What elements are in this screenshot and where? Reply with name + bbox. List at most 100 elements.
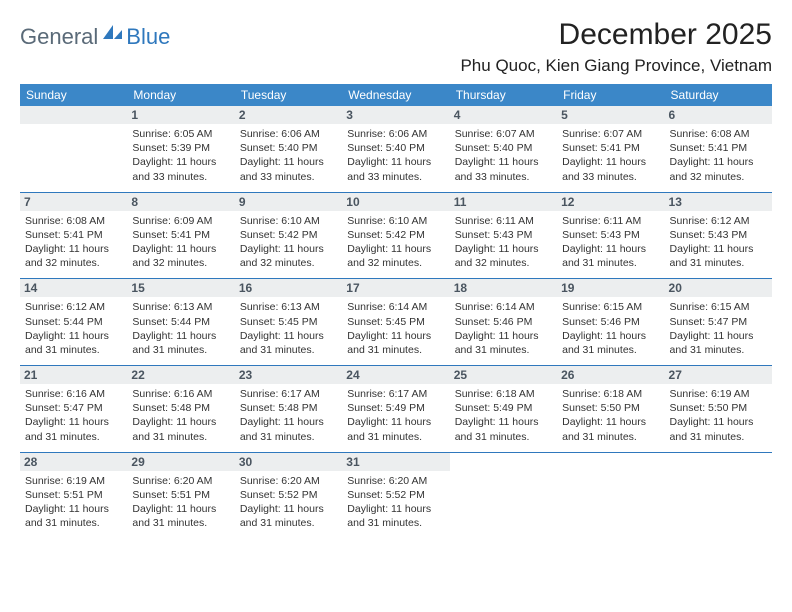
- week-row: 7Sunrise: 6:08 AMSunset: 5:41 PMDaylight…: [20, 192, 772, 279]
- day-info: Sunrise: 6:10 AMSunset: 5:42 PMDaylight:…: [240, 214, 337, 271]
- day-number: 8: [127, 193, 234, 211]
- daylight-text2: and 31 minutes.: [25, 516, 122, 530]
- day-info: Sunrise: 6:19 AMSunset: 5:51 PMDaylight:…: [25, 474, 122, 531]
- day-number: 13: [665, 193, 772, 211]
- day-cell: 23 Sunrise: 6:17 AMSunset: 5:48 PMDayligh…: [235, 366, 342, 453]
- day-cell: 25Sunrise: 6:18 AMSunset: 5:49 PMDayligh…: [450, 366, 557, 453]
- day-info: Sunrise: 6:13 AMSunset: 5:45 PMDaylight:…: [240, 300, 337, 357]
- sunset-text: Sunset: 5:43 PM: [562, 228, 659, 242]
- day-cell: 8Sunrise: 6:09 AMSunset: 5:41 PMDaylight…: [127, 192, 234, 279]
- sunset-text: Sunset: 5:50 PM: [670, 401, 767, 415]
- sunset-text: Sunset: 5:51 PM: [25, 488, 122, 502]
- day-number: 3: [342, 106, 449, 124]
- sunrise-text: Sunrise: 6:06 AM: [347, 127, 444, 141]
- daylight-text1: Daylight: 11 hours: [240, 329, 337, 343]
- day-number: 14: [20, 279, 127, 297]
- col-sunday: Sunday: [20, 84, 127, 106]
- daylight-text2: and 31 minutes.: [25, 343, 122, 357]
- sunset-text: Sunset: 5:39 PM: [132, 141, 229, 155]
- day-info: Sunrise: 6:19 AMSunset: 5:50 PMDaylight:…: [670, 387, 767, 444]
- day-cell: 10Sunrise: 6:10 AMSunset: 5:42 PMDayligh…: [342, 192, 449, 279]
- sunrise-text: Sunrise: 6:13 AM: [132, 300, 229, 314]
- daylight-text2: and 32 minutes.: [670, 170, 767, 184]
- day-number: 15: [127, 279, 234, 297]
- daylight-text2: and 31 minutes.: [562, 256, 659, 270]
- sunrise-text: Sunrise: 6:15 AM: [670, 300, 767, 314]
- day-number: 22: [127, 366, 234, 384]
- daylight-text1: Daylight: 11 hours: [240, 242, 337, 256]
- sunrise-text: Sunrise: 6:07 AM: [455, 127, 552, 141]
- daylight-text2: and 31 minutes.: [240, 343, 337, 357]
- day-number: 1: [127, 106, 234, 124]
- sunset-text: Sunset: 5:52 PM: [240, 488, 337, 502]
- sunrise-text: Sunrise: 6:18 AM: [455, 387, 552, 401]
- day-info: Sunrise: 6:20 AMSunset: 5:52 PMDaylight:…: [240, 474, 337, 531]
- sunrise-text: Sunrise: 6:17 AM: [347, 387, 444, 401]
- sunset-text: Sunset: 5:41 PM: [562, 141, 659, 155]
- day-number: 5: [557, 106, 664, 124]
- daylight-text2: and 31 minutes.: [670, 343, 767, 357]
- daylight-text1: Daylight: 11 hours: [25, 329, 122, 343]
- day-number: 20: [665, 279, 772, 297]
- sunset-text: Sunset: 5:40 PM: [455, 141, 552, 155]
- day-number: 19: [557, 279, 664, 297]
- logo-text-general: General: [20, 24, 98, 50]
- day-number: 23: [235, 366, 342, 384]
- day-number: 26: [557, 366, 664, 384]
- sunset-text: Sunset: 5:52 PM: [347, 488, 444, 502]
- sunrise-text: Sunrise: 6:17 AM: [240, 387, 337, 401]
- day-number: [450, 453, 557, 471]
- day-cell: 22 Sunrise: 6:16 AMSunset: 5:48 PMDayligh…: [127, 366, 234, 453]
- daylight-text1: Daylight: 11 hours: [132, 415, 229, 429]
- sunrise-text: Sunrise: 6:20 AM: [347, 474, 444, 488]
- col-monday: Monday: [127, 84, 234, 106]
- logo-text-blue: Blue: [126, 24, 170, 50]
- sunrise-text: Sunrise: 6:14 AM: [347, 300, 444, 314]
- daylight-text1: Daylight: 11 hours: [347, 415, 444, 429]
- sunrise-text: Sunrise: 6:09 AM: [132, 214, 229, 228]
- sunrise-text: Sunrise: 6:10 AM: [240, 214, 337, 228]
- daylight-text1: Daylight: 11 hours: [670, 415, 767, 429]
- sunrise-text: Sunrise: 6:13 AM: [240, 300, 337, 314]
- title-block: December 2025 Phu Quoc, Kien Giang Provi…: [460, 18, 772, 76]
- sunrise-text: Sunrise: 6:14 AM: [455, 300, 552, 314]
- daylight-text2: and 31 minutes.: [132, 430, 229, 444]
- daylight-text1: Daylight: 11 hours: [240, 415, 337, 429]
- day-cell: [665, 452, 772, 538]
- daylight-text1: Daylight: 11 hours: [562, 415, 659, 429]
- day-number: 12: [557, 193, 664, 211]
- sunrise-text: Sunrise: 6:20 AM: [132, 474, 229, 488]
- day-number: [665, 453, 772, 471]
- daylight-text2: and 32 minutes.: [240, 256, 337, 270]
- day-cell: 9Sunrise: 6:10 AMSunset: 5:42 PMDaylight…: [235, 192, 342, 279]
- day-number: 10: [342, 193, 449, 211]
- day-info: Sunrise: 6:20 AMSunset: 5:51 PMDaylight:…: [132, 474, 229, 531]
- sunset-text: Sunset: 5:48 PM: [240, 401, 337, 415]
- sunset-text: Sunset: 5:49 PM: [455, 401, 552, 415]
- day-number: [20, 106, 127, 124]
- col-tuesday: Tuesday: [235, 84, 342, 106]
- day-cell: 3Sunrise: 6:06 AMSunset: 5:40 PMDaylight…: [342, 106, 449, 192]
- day-number: 27: [665, 366, 772, 384]
- day-cell: 12Sunrise: 6:11 AMSunset: 5:43 PMDayligh…: [557, 192, 664, 279]
- daylight-text2: and 31 minutes.: [347, 516, 444, 530]
- daylight-text2: and 31 minutes.: [347, 430, 444, 444]
- sunrise-text: Sunrise: 6:06 AM: [240, 127, 337, 141]
- sunrise-text: Sunrise: 6:11 AM: [562, 214, 659, 228]
- day-info: Sunrise: 6:17 AMSunset: 5:49 PMDaylight:…: [347, 387, 444, 444]
- daylight-text1: Daylight: 11 hours: [347, 502, 444, 516]
- day-info: Sunrise: 6:16 AMSunset: 5:48 PMDaylight:…: [132, 387, 229, 444]
- col-wednesday: Wednesday: [342, 84, 449, 106]
- daylight-text2: and 33 minutes.: [132, 170, 229, 184]
- day-info: Sunrise: 6:07 AMSunset: 5:40 PMDaylight:…: [455, 127, 552, 184]
- day-cell: 31Sunrise: 6:20 AMSunset: 5:52 PMDayligh…: [342, 452, 449, 538]
- day-info: Sunrise: 6:08 AMSunset: 5:41 PMDaylight:…: [670, 127, 767, 184]
- day-cell: 19Sunrise: 6:15 AMSunset: 5:46 PMDayligh…: [557, 279, 664, 366]
- daylight-text2: and 33 minutes.: [347, 170, 444, 184]
- sunrise-text: Sunrise: 6:18 AM: [562, 387, 659, 401]
- daylight-text1: Daylight: 11 hours: [670, 329, 767, 343]
- day-number: 18: [450, 279, 557, 297]
- daylight-text1: Daylight: 11 hours: [25, 415, 122, 429]
- daylight-text1: Daylight: 11 hours: [25, 242, 122, 256]
- logo: General Blue: [20, 18, 170, 50]
